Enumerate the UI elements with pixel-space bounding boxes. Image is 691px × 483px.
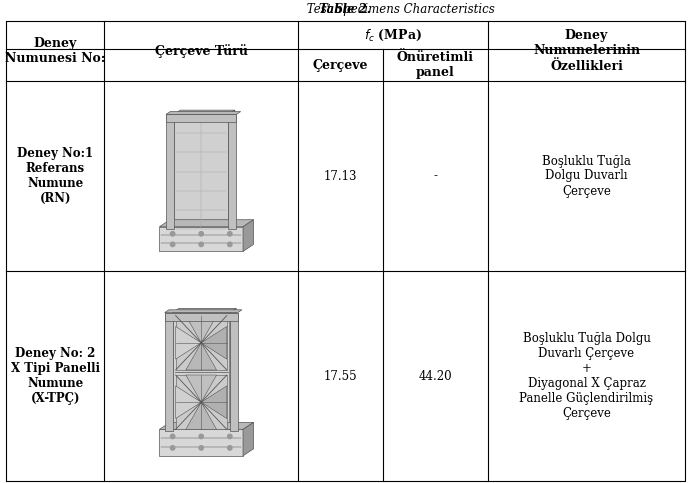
Text: $f_c$ (MPa): $f_c$ (MPa) [364, 28, 422, 43]
Polygon shape [229, 110, 235, 229]
Text: Table 2.: Table 2. [319, 3, 371, 16]
Polygon shape [160, 227, 243, 251]
Text: Deney
Numunelerinin
Özellikleri: Deney Numunelerinin Özellikleri [533, 29, 640, 72]
Polygon shape [160, 220, 254, 227]
Polygon shape [186, 315, 216, 343]
Circle shape [199, 446, 203, 450]
Circle shape [199, 232, 203, 236]
Circle shape [227, 242, 232, 246]
Polygon shape [166, 114, 174, 229]
Text: Önüretimli
panel: Önüretimli panel [397, 51, 474, 79]
Polygon shape [164, 313, 238, 321]
Text: -: - [433, 170, 437, 183]
Polygon shape [173, 308, 236, 313]
Polygon shape [164, 310, 242, 313]
Text: Boşluklu Tuğla
Dolgu Duvarlı
Çerçeve: Boşluklu Tuğla Dolgu Duvarlı Çerçeve [542, 155, 631, 198]
Circle shape [171, 232, 175, 236]
Text: Çerçeve Türü: Çerçeve Türü [155, 44, 247, 58]
Polygon shape [243, 422, 254, 456]
Polygon shape [160, 429, 243, 456]
Polygon shape [164, 313, 173, 431]
Text: Deney No:1
Referans
Numune
(RN): Deney No:1 Referans Numune (RN) [17, 147, 93, 205]
Polygon shape [176, 386, 201, 419]
Text: 44.20: 44.20 [419, 369, 453, 383]
Polygon shape [201, 386, 227, 419]
Polygon shape [186, 375, 216, 402]
Polygon shape [166, 112, 240, 114]
Polygon shape [243, 220, 254, 251]
Text: 17.13: 17.13 [323, 170, 357, 183]
Polygon shape [229, 114, 236, 229]
Polygon shape [230, 313, 238, 431]
Circle shape [171, 434, 175, 439]
Circle shape [199, 434, 203, 439]
Text: Deney
Numunesi No:: Deney Numunesi No: [5, 37, 106, 65]
Text: Çerçeve: Çerçeve [312, 58, 368, 71]
Polygon shape [173, 313, 230, 431]
Polygon shape [186, 402, 216, 429]
Polygon shape [174, 110, 235, 114]
Polygon shape [166, 114, 236, 122]
Circle shape [227, 434, 232, 439]
Polygon shape [201, 327, 227, 359]
Text: Deney No: 2
X Tipi Panelli
Numune
(X-TPÇ): Deney No: 2 X Tipi Panelli Numune (X-TPÇ… [10, 347, 100, 405]
Circle shape [171, 242, 175, 246]
Text: Test Specimens Characteristics: Test Specimens Characteristics [303, 3, 495, 16]
Polygon shape [186, 343, 216, 370]
Polygon shape [230, 308, 236, 431]
Circle shape [227, 446, 232, 450]
Polygon shape [174, 114, 229, 229]
Text: Boşluklu Tuğla Dolgu
Duvarlı Çerçeve
+
Diyagonal X Çapraz
Panelle Güçlendirilmiş: Boşluklu Tuğla Dolgu Duvarlı Çerçeve + D… [520, 332, 654, 420]
Polygon shape [160, 422, 254, 429]
Circle shape [171, 446, 175, 450]
Circle shape [199, 242, 203, 246]
Polygon shape [176, 375, 227, 429]
Circle shape [227, 232, 232, 236]
Polygon shape [176, 315, 227, 370]
Polygon shape [176, 327, 201, 359]
Text: 17.55: 17.55 [323, 369, 357, 383]
